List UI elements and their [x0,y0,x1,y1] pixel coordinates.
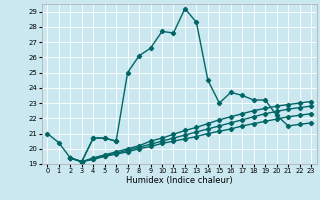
X-axis label: Humidex (Indice chaleur): Humidex (Indice chaleur) [126,176,233,185]
